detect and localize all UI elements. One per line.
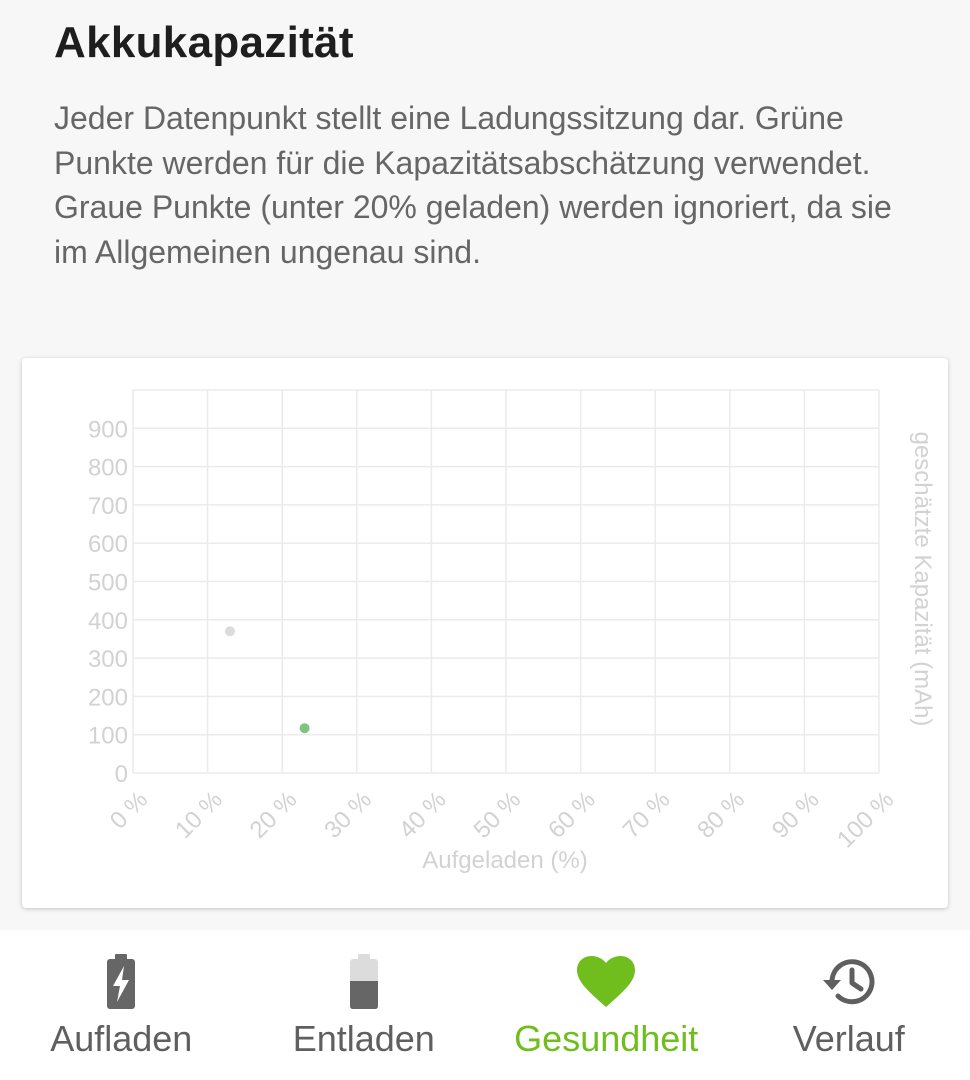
bottom-navigation: Aufladen Entladen Gesundheit Verlau [0, 930, 970, 1080]
nav-item-gesundheit[interactable]: Gesundheit [485, 930, 728, 1080]
nav-item-aufladen[interactable]: Aufladen [0, 930, 243, 1080]
heart-icon [576, 952, 636, 1012]
y-tick-label: 800 [88, 455, 128, 482]
x-tick-label: 80 % [692, 786, 750, 844]
nav-label-aufladen: Aufladen [50, 1018, 193, 1059]
battery-discharging-icon [334, 952, 394, 1012]
x-tick-label: 90 % [767, 786, 825, 844]
x-tick-label: 60 % [543, 786, 601, 844]
x-tick-label: 40 % [394, 786, 452, 844]
nav-label-gesundheit: Gesundheit [514, 1018, 699, 1059]
y-tick-label: 0 [115, 761, 128, 788]
nav-label-entladen: Entladen [292, 1018, 435, 1059]
nav-label-verlauf: Verlauf [792, 1018, 905, 1059]
x-tick-label: 10 % [170, 786, 228, 844]
data-point [224, 626, 235, 637]
x-tick-label: 100 % [832, 786, 899, 853]
y-axis-label: geschätzte Kapazität (mAh) [909, 432, 936, 727]
y-tick-label: 600 [88, 531, 128, 558]
battery-charging-icon [91, 952, 151, 1012]
y-tick-label: 100 [88, 723, 128, 750]
x-tick-label: 0 % [105, 786, 153, 834]
nav-item-entladen[interactable]: Entladen [243, 930, 486, 1080]
page-title: Akkukapazität [54, 18, 354, 67]
capacity-scatter-chart: 0 100 200 300 400 500 600 700 800 900 0 % 10 % 20 %… [88, 389, 936, 874]
x-axis-label: Aufgeladen (%) [422, 847, 587, 874]
y-tick-label: 500 [88, 570, 128, 597]
y-tick-label: 200 [88, 684, 128, 711]
x-tick-label: 20 % [245, 786, 303, 844]
y-tick-label: 400 [88, 608, 128, 635]
chart-card: 0 100 200 300 400 500 600 700 800 900 0 % 10 % 20 %… [22, 358, 948, 908]
history-icon [819, 952, 879, 1012]
data-point [299, 723, 310, 734]
y-tick-label: 700 [88, 493, 128, 520]
x-tick-label: 50 % [468, 786, 526, 844]
y-tick-label: 300 [88, 646, 128, 673]
nav-item-verlauf[interactable]: Verlauf [728, 930, 970, 1080]
x-tick-label: 30 % [319, 786, 377, 844]
y-tick-label: 900 [88, 416, 128, 443]
x-tick-label: 70 % [618, 786, 676, 844]
chart-description: Jeder Datenpunkt stellt eine Ladungssitz… [54, 100, 892, 270]
